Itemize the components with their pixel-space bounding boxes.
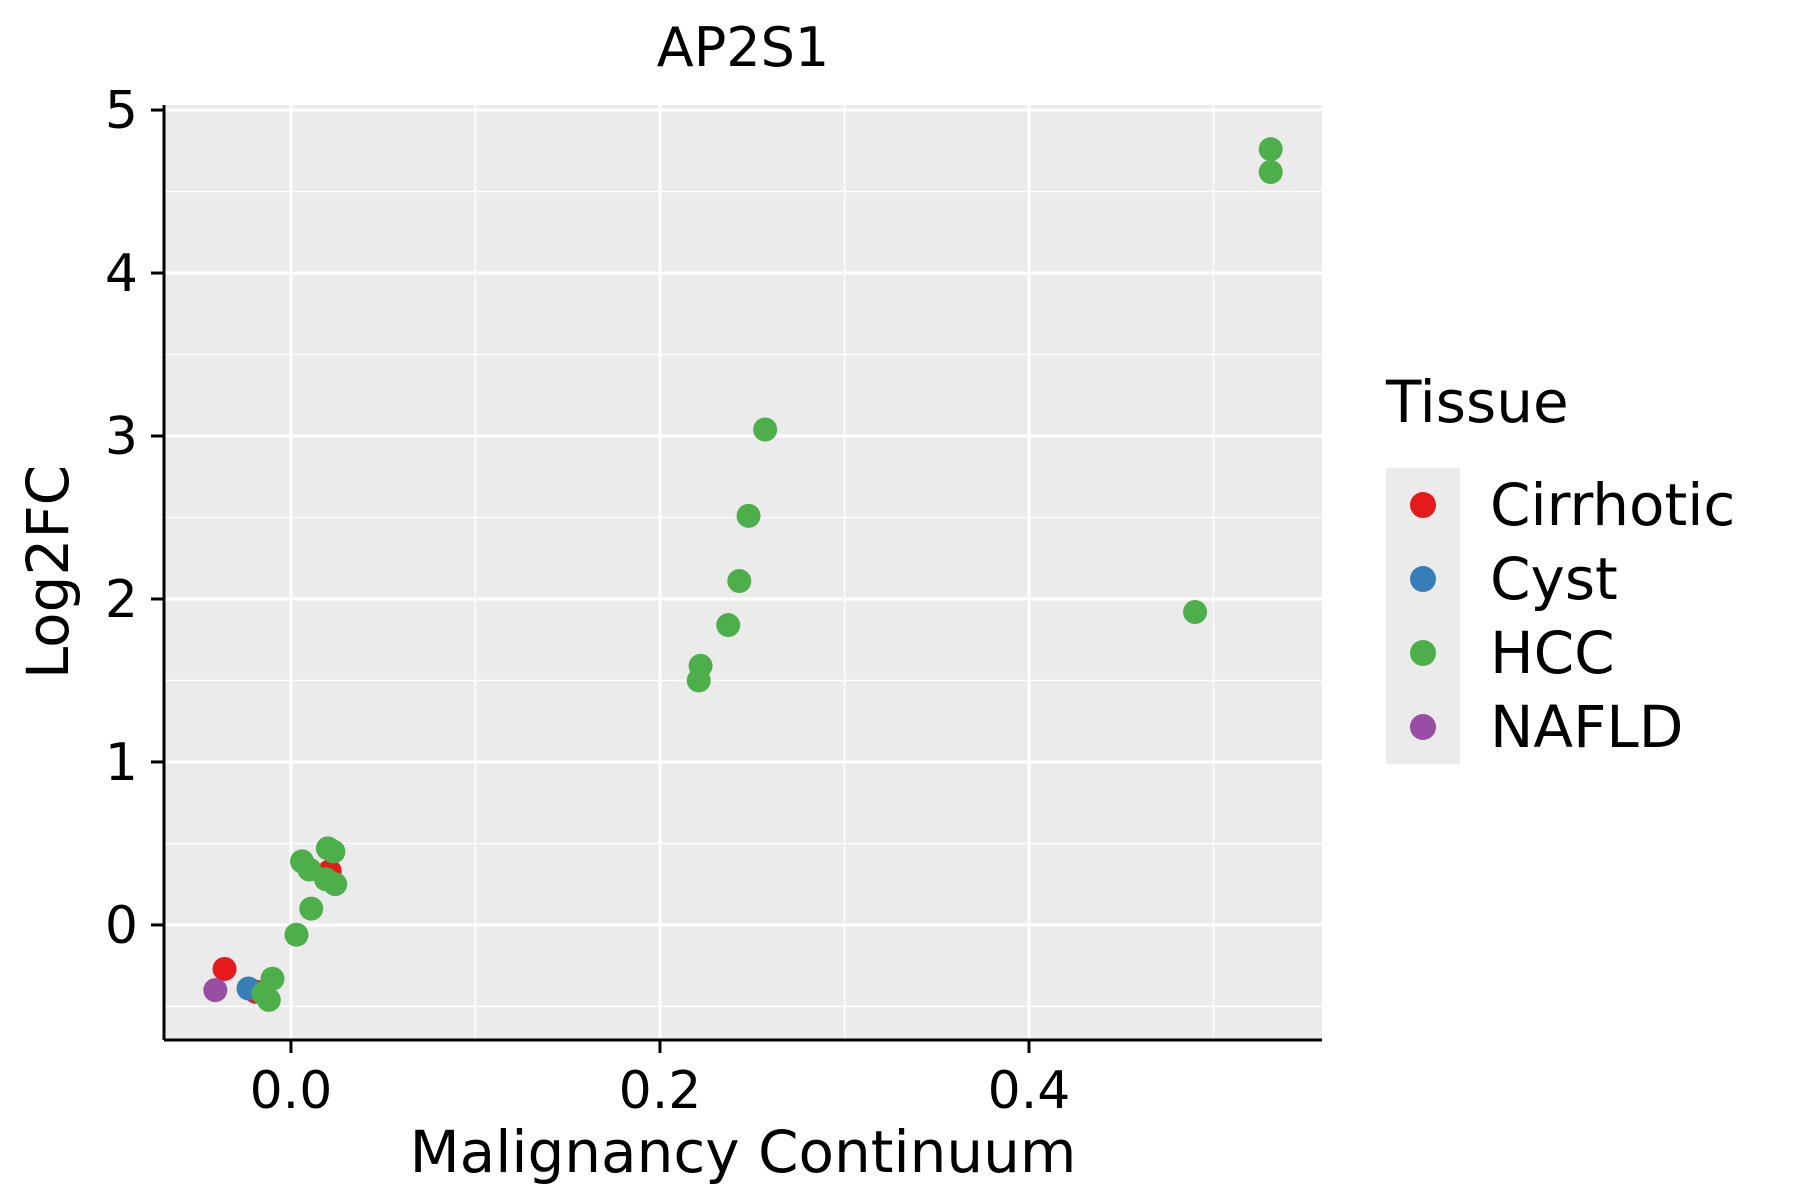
y-tick-label: 1 <box>105 733 138 793</box>
data-point-hcc <box>686 668 711 693</box>
legend-label-hcc: HCC <box>1490 619 1615 687</box>
data-point-hcc <box>753 417 778 442</box>
y-tick-label: 3 <box>105 407 138 467</box>
x-tick-label: 0.4 <box>988 1061 1071 1121</box>
data-point-hcc <box>323 872 348 897</box>
legend-label-cirrhotic: Cirrhotic <box>1490 471 1736 539</box>
legend-item-cirrhotic: Cirrhotic <box>1386 468 1735 542</box>
data-point-nafld <box>203 978 228 1003</box>
legend-swatch-cirrhotic-icon <box>1410 492 1436 518</box>
y-tick-label: 2 <box>105 570 138 630</box>
legend-key-background <box>1386 616 1460 690</box>
data-point-cirrhotic <box>212 956 237 981</box>
y-tick-label: 5 <box>105 81 138 141</box>
legend-key-background <box>1386 690 1460 764</box>
y-tick-label: 4 <box>105 244 138 304</box>
data-point-hcc <box>256 987 281 1012</box>
legend: Tissue Cirrhotic Cyst HCC NAFLD <box>1386 368 1735 764</box>
data-point-hcc <box>1258 159 1283 184</box>
legend-item-hcc: HCC <box>1386 616 1735 690</box>
data-point-hcc <box>727 569 752 594</box>
y-axis-label: Log2FC <box>14 464 82 680</box>
x-tick-label: 0.2 <box>619 1061 702 1121</box>
legend-item-nafld: NAFLD <box>1386 690 1735 764</box>
data-point-hcc <box>299 896 324 921</box>
x-tick-label: 0.0 <box>250 1061 333 1121</box>
chart-title: AP2S1 <box>656 16 830 79</box>
x-axis-label: Malignancy Continuum <box>409 1118 1077 1186</box>
data-point-hcc <box>321 839 346 864</box>
legend-label-nafld: NAFLD <box>1490 693 1684 761</box>
legend-item-cyst: Cyst <box>1386 542 1735 616</box>
legend-key-background <box>1386 542 1460 616</box>
legend-swatch-cyst-icon <box>1410 566 1436 592</box>
data-point-hcc <box>716 613 741 638</box>
data-point-hcc <box>1183 600 1208 625</box>
legend-title: Tissue <box>1386 368 1569 436</box>
legend-key-background <box>1386 468 1460 542</box>
data-point-hcc <box>1258 137 1283 162</box>
y-tick-label: 0 <box>105 896 138 956</box>
legend-label-cyst: Cyst <box>1490 545 1618 613</box>
data-point-hcc <box>736 503 761 528</box>
data-point-hcc <box>284 922 309 947</box>
legend-swatch-nafld-icon <box>1410 714 1436 740</box>
legend-swatch-hcc-icon <box>1410 640 1436 666</box>
